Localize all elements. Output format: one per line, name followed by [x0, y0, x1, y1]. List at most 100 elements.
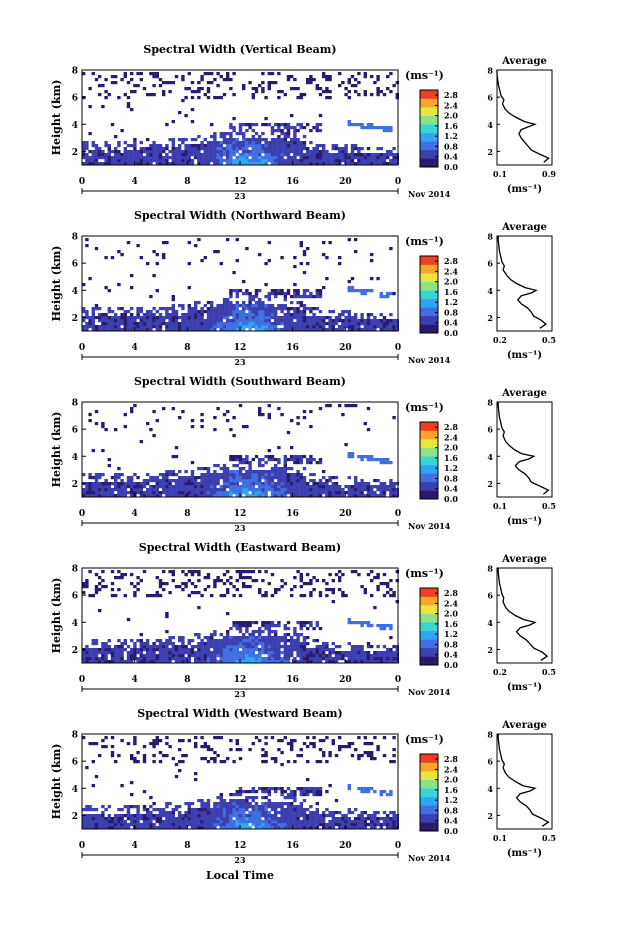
profile-x-tick-label: 0.1 — [493, 833, 507, 843]
x-tick-label: 8 — [184, 841, 190, 851]
date-day: 23 — [234, 689, 246, 699]
profile-y-tick-label: 4 — [487, 286, 493, 296]
colorbar-swatch — [420, 447, 438, 457]
x-tick-label: 0 — [79, 841, 85, 851]
profile-x-tick-label: 0.5 — [542, 501, 556, 511]
colorbar-tick-label: 1.6 — [444, 785, 458, 795]
colorbar-tick-label: 1.6 — [444, 121, 458, 131]
y-tick-label: 2 — [72, 148, 78, 158]
profile-x-tick-label: 0.1 — [493, 501, 507, 511]
x-tick-label: 12 — [234, 177, 247, 187]
beam-panel-1: Spectral Width (Northward Beam) 2 4 6 8 Heigh… — [50, 209, 556, 367]
colorbar-swatch — [420, 456, 438, 466]
profile-line — [496, 70, 550, 163]
date-month-year: Nov 2014 — [408, 521, 451, 531]
colorbar-tick-label: 0.4 — [444, 816, 458, 826]
plot-frame — [81, 567, 399, 664]
profile-y-tick-label: 6 — [487, 757, 493, 767]
colorbar-frame — [419, 255, 439, 334]
date-day: 23 — [234, 191, 246, 201]
y-axis-label: Height (km) — [50, 246, 63, 322]
profile-title: Average — [501, 554, 547, 565]
profile-y-tick-label: 2 — [487, 313, 493, 323]
profile-frame — [496, 235, 553, 332]
y-axis-label: Height (km) — [50, 744, 63, 820]
colorbar-swatch — [420, 805, 438, 815]
x-tick-label: 8 — [184, 675, 190, 685]
colorbar-tick-label: 1.6 — [444, 619, 458, 629]
colorbar-tick-label: 0.4 — [444, 152, 458, 162]
colorbar-tick-label: 2.8 — [444, 256, 458, 266]
profile-line — [497, 236, 547, 329]
colorbar-tick-label: 0.4 — [444, 484, 458, 494]
profile-y-tick-label: 4 — [487, 452, 493, 462]
profile-y-tick-label: 6 — [487, 259, 493, 269]
colorbar-tick-label: 0.0 — [444, 328, 458, 338]
profile-y-tick-label: 8 — [487, 730, 493, 740]
profile-y-tick-label: 2 — [487, 645, 493, 655]
profile-x-tick-label: 0.5 — [542, 335, 556, 345]
colorbar-swatch — [420, 656, 438, 666]
profile-x-tick-label: 0.2 — [493, 335, 507, 345]
x-tick-label: 20 — [339, 509, 352, 519]
colorbar-swatch — [420, 256, 438, 265]
colorbar-swatch — [420, 630, 438, 640]
colorbar-swatch — [420, 481, 438, 491]
profile-y-tick-label: 6 — [487, 93, 493, 103]
x-tick-label: 4 — [132, 343, 138, 353]
profile-title: Average — [501, 56, 547, 67]
colorbar-tick-label: 1.2 — [444, 131, 458, 141]
y-tick-label: 8 — [72, 731, 78, 741]
y-tick-label: 8 — [72, 67, 78, 77]
profile-y-tick-label: 6 — [487, 425, 493, 435]
colorbar-swatch — [420, 588, 438, 597]
heatmap-cells — [82, 72, 399, 166]
colorbar-tick-label: 1.6 — [444, 287, 458, 297]
colorbar-swatch — [420, 596, 438, 606]
colorbar-tick-label: 2.8 — [444, 588, 458, 598]
panel-title: Spectral Width (Southward Beam) — [134, 375, 346, 388]
heatmap-cells — [82, 736, 399, 830]
colorbar-swatch — [420, 132, 438, 142]
x-tick-label: 20 — [339, 177, 352, 187]
colorbar-tick-label: 0.0 — [444, 826, 458, 836]
colorbar-tick-label: 1.2 — [444, 795, 458, 805]
colorbar-frame — [419, 587, 439, 666]
colorbar-tick-label: 2.0 — [444, 443, 458, 453]
colorbar-swatch — [420, 290, 438, 300]
colorbar-swatch — [420, 98, 438, 108]
y-tick-label: 8 — [72, 565, 78, 575]
colorbar-swatch — [420, 107, 438, 116]
colorbar-tick-label: 2.8 — [444, 754, 458, 764]
profile-frame — [496, 69, 553, 166]
profile-frame — [496, 733, 553, 830]
profile-x-label: (ms⁻¹) — [507, 184, 542, 195]
profile-frame — [496, 567, 553, 664]
y-tick-label: 6 — [72, 260, 78, 270]
profile-y-tick-label: 6 — [487, 591, 493, 601]
colorbar-swatch — [420, 307, 438, 317]
date-month-year: Nov 2014 — [408, 355, 451, 365]
x-tick-label: 16 — [286, 675, 299, 685]
colorbar-swatch — [420, 779, 438, 789]
colorbar-unit: (ms⁻¹) — [405, 567, 444, 580]
colorbar-unit: (ms⁻¹) — [405, 235, 444, 248]
colorbar-swatch — [420, 796, 438, 806]
colorbar-tick-label: 0.8 — [444, 141, 458, 151]
x-tick-label: 8 — [184, 509, 190, 519]
x-tick-label: 12 — [234, 343, 247, 353]
y-tick-label: 6 — [72, 758, 78, 768]
profile-y-tick-label: 2 — [487, 479, 493, 489]
x-tick-label: 0 — [79, 675, 85, 685]
colorbar-swatch — [420, 115, 438, 125]
colorbar-tick-label: 1.2 — [444, 463, 458, 473]
y-tick-label: 4 — [72, 121, 78, 131]
colorbar-frame — [419, 753, 439, 832]
y-tick-label: 4 — [72, 619, 78, 629]
colorbar-tick-label: 2.4 — [444, 598, 458, 608]
colorbar-tick-label: 2.0 — [444, 277, 458, 287]
profile-x-tick-label: 0.5 — [542, 667, 556, 677]
profile-title: Average — [501, 222, 547, 233]
date-month-year: Nov 2014 — [408, 189, 451, 199]
